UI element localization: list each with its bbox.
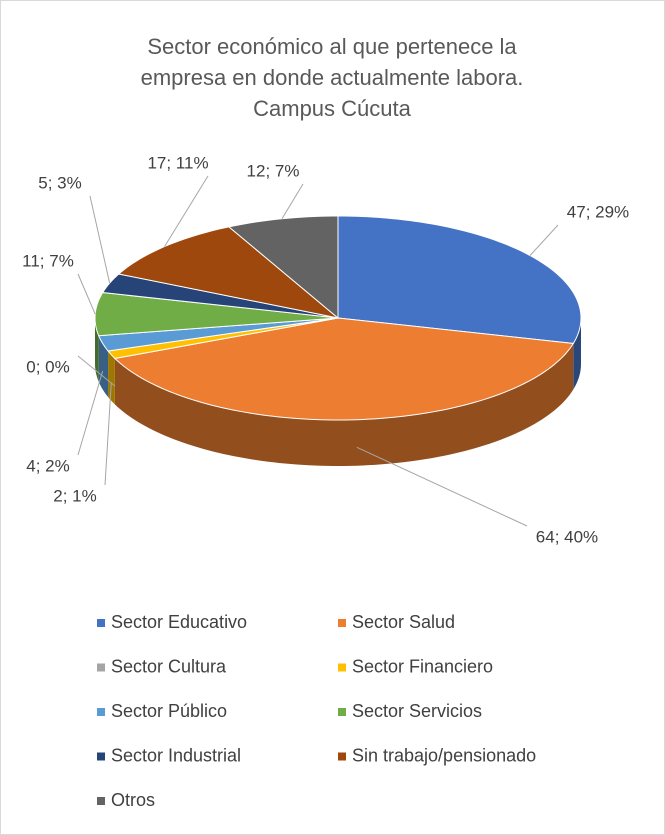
legend-swatch [338, 708, 346, 716]
leader-line [164, 175, 209, 247]
data-label: 0; 0% [26, 357, 69, 376]
slice [94, 292, 339, 337]
legend-swatch [97, 797, 105, 805]
legend-swatch [97, 663, 105, 672]
leader-line [281, 183, 304, 220]
data-label: 5; 3% [38, 173, 81, 192]
legend-swatch [338, 619, 346, 627]
slice [101, 273, 339, 319]
data-label: 47; 29% [567, 202, 629, 221]
slice [97, 317, 339, 352]
legend-label: Otros [111, 790, 155, 810]
leader-line [77, 355, 116, 387]
legend-swatch [97, 619, 105, 627]
legend-label: Sector Financiero [352, 656, 493, 676]
chart-title: Sector económico al que pertenece la [147, 34, 517, 59]
slice [113, 317, 575, 421]
legend-swatch [338, 752, 346, 761]
leader-line [356, 446, 528, 527]
data-label: 64; 40% [536, 527, 598, 546]
legend-label: Sector Salud [352, 612, 455, 632]
leader-line [104, 382, 112, 486]
data-label: 11; 7% [22, 251, 74, 270]
legend-label: Sin trabajo/pensionado [352, 745, 536, 765]
slice-side [108, 351, 115, 405]
data-label: 2; 1% [53, 486, 96, 505]
slice-side [98, 335, 109, 398]
legend-label: Sector Público [111, 701, 227, 721]
leader-line [77, 370, 104, 456]
data-label: 17; 11% [147, 153, 208, 172]
data-label: 12; 7% [247, 161, 300, 180]
legend-swatch [97, 708, 105, 716]
legend-label: Sector Industrial [111, 745, 241, 765]
chart-title: empresa en donde actualmente labora. [141, 65, 524, 90]
slice [227, 215, 339, 320]
legend-label: Sector Cultura [111, 656, 227, 676]
legend-label: Sector Educativo [111, 612, 247, 632]
chart-title: Campus Cúcuta [253, 96, 412, 121]
leader-line [529, 224, 559, 256]
legend-swatch [97, 752, 105, 761]
leader-line [89, 195, 111, 284]
legend-swatch [338, 663, 346, 672]
data-label: 4; 2% [26, 456, 69, 475]
slice [337, 215, 582, 344]
leader-line [77, 273, 96, 315]
slice-side [573, 318, 581, 390]
slice-side [114, 343, 574, 466]
legend-label: Sector Servicios [352, 701, 482, 721]
